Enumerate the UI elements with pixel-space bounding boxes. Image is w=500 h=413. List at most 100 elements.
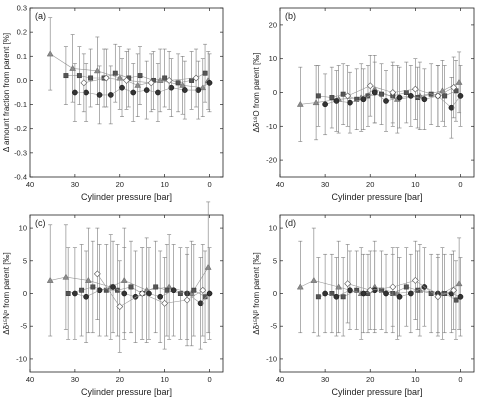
data-point-circle [72, 89, 78, 96]
data-point-diamond [192, 74, 200, 82]
data-point-diamond [199, 286, 207, 294]
series-triangle [296, 227, 463, 340]
y-tick-label: 0 [273, 289, 277, 298]
data-point-triangle [296, 100, 304, 107]
data-point-diamond [450, 286, 458, 294]
data-point-diamond [123, 77, 130, 84]
data-point-square [379, 91, 384, 97]
data-point-diamond [366, 82, 374, 90]
data-point-circle [347, 99, 353, 106]
x-tick-label: 40 [276, 375, 284, 384]
data-point-diamond [411, 276, 419, 284]
y-tick-label: -10 [266, 354, 277, 363]
data-point-circle [407, 290, 414, 297]
data-point-square [137, 73, 143, 79]
x-tick-label: 30 [321, 180, 329, 189]
y-axis-label: Δδ¹⁵Nᵝ from parent [‰] [252, 252, 261, 334]
series-line [97, 273, 203, 307]
data-point-circle [155, 89, 161, 96]
data-point-triangle [296, 283, 304, 290]
y-tick-label: -0.1 [14, 100, 27, 109]
panel-label: (a) [35, 11, 46, 21]
data-point-circle [396, 293, 403, 300]
data-point-triangle [188, 289, 196, 296]
data-point-circle [157, 293, 164, 300]
data-point-triangle [335, 283, 343, 290]
data-point-triangle [310, 276, 318, 283]
x-tick-label: 20 [116, 375, 124, 384]
y-tick-label: 0.3 [17, 4, 27, 13]
y-tick-label: 0.0 [17, 76, 27, 85]
data-point-square [175, 80, 181, 86]
data-point-triangle [134, 81, 142, 88]
x-tick-label: 20 [116, 180, 124, 189]
data-point-circle [421, 96, 428, 103]
y-tick-label: 10 [269, 224, 277, 233]
series-line [83, 77, 197, 84]
x-tick-label: 10 [160, 375, 168, 384]
y-tick-label: 10 [19, 224, 27, 233]
y-tick-label: 0 [273, 88, 277, 97]
y-tick-label: 0.2 [17, 28, 27, 37]
data-point-circle [396, 94, 403, 101]
y-axis-label: Δ amount fraction from parent [%] [2, 33, 11, 152]
series-circle [72, 53, 213, 125]
data-point-square [453, 297, 459, 303]
x-tick-label: 30 [71, 375, 79, 384]
series-diamond [80, 48, 200, 113]
data-point-circle [119, 84, 125, 91]
data-point-circle [72, 290, 78, 297]
data-point-diamond [161, 299, 169, 307]
data-point-square [177, 291, 183, 296]
data-point-square [191, 287, 197, 293]
data-point-diamond [450, 84, 458, 91]
data-point-circle [448, 104, 455, 111]
panel-d: 40 30 20 10 0 10 5 0 -5 -10 (d) Cylinder pressure [… [252, 214, 475, 397]
data-point-square [354, 287, 360, 293]
data-point-diamond [102, 74, 110, 82]
data-point-triangle [179, 81, 187, 88]
data-point-circle [170, 287, 177, 294]
data-point-circle [83, 89, 89, 96]
x-tick-label: 0 [458, 375, 462, 384]
data-point-circle [360, 96, 367, 103]
panel-a: 40 30 20 10 0 0.3 0.2 0.1 0.0 -0.1 -0.2 -0.3 -0.4 (a)… [2, 4, 224, 202]
data-point-diamond [411, 85, 419, 93]
data-point-circle [206, 79, 213, 86]
data-point-circle [206, 290, 213, 297]
x-tick-label: 30 [71, 180, 79, 189]
x-axis-label: Cylinder pressure [bar] [81, 387, 172, 397]
data-point-circle [322, 290, 328, 297]
series-square [63, 43, 208, 113]
y-tick-label: -20 [266, 156, 277, 165]
data-point-circle [457, 93, 464, 99]
data-point-square [403, 284, 409, 290]
x-tick-label: 40 [276, 180, 284, 189]
x-axis-label: Cylinder pressure [bar] [331, 387, 422, 397]
data-point-triangle [69, 64, 77, 71]
panel-c: 40 30 20 10 0 10 5 0 -5 -10 (c) Cylinder pressure [… [2, 201, 224, 397]
data-point-circle [457, 293, 464, 300]
data-point-circle [197, 300, 204, 307]
data-point-diamond [366, 286, 374, 294]
y-tick-label: -0.2 [14, 124, 27, 133]
data-point-diamond [80, 79, 88, 87]
data-point-square [428, 91, 434, 97]
y-tick-label: 5 [23, 256, 27, 265]
data-point-square [442, 93, 448, 99]
data-point-triangle [312, 99, 320, 106]
x-tick-label: 0 [207, 180, 211, 189]
data-point-square [315, 294, 321, 300]
data-point-circle [143, 87, 150, 93]
data-point-triangle [204, 263, 212, 270]
data-point-triangle [116, 74, 124, 81]
series-square [65, 240, 208, 343]
data-point-square [202, 70, 208, 76]
y-tick-label: 0.1 [17, 52, 27, 61]
data-point-square [164, 287, 170, 293]
series-diamond [93, 227, 207, 353]
data-point-square [315, 93, 321, 99]
y-tick-label: -10 [266, 122, 277, 131]
series-square [315, 60, 459, 130]
